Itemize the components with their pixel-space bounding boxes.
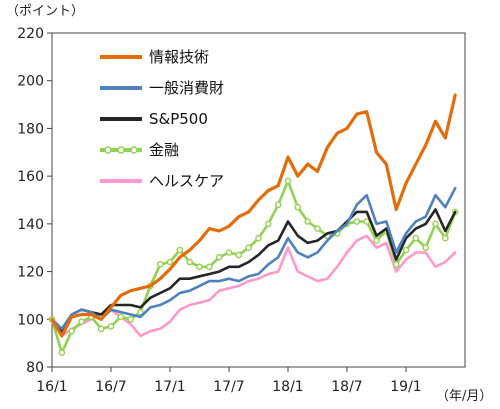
legend-label: S&P500 [149,110,208,128]
data-point [176,246,184,254]
data-point [264,220,272,228]
data-point [402,246,410,254]
data-point [166,258,174,266]
data-point [68,327,75,335]
x-tick-label: 18/7 [331,379,362,395]
y-tick-label: 120 [17,265,44,281]
data-point [441,234,449,242]
data-point [422,244,430,251]
data-point [304,218,312,225]
y-axis-ticks: 80 100 120 140 160 180 200 220 [17,26,52,376]
data-point [245,244,252,251]
data-point [137,308,144,316]
data-point [432,220,439,228]
legend-item: 金融 [100,141,179,159]
data-point [284,177,292,185]
x-tick-label: 18/1 [272,379,303,395]
data-point [127,315,134,323]
data-point [392,261,400,268]
y-axis-unit-label: （ポイント） [6,4,84,19]
data-point [274,201,282,209]
data-point [255,234,262,242]
series-line [50,186,457,331]
legend-item: 情報技術 [100,48,209,66]
x-tick-label: 17/1 [154,379,185,395]
series-2 [50,208,457,333]
x-tick-label: 16/7 [95,379,126,395]
data-point [235,251,243,259]
x-axis-ticks: 16/1 16/7 17/1 17/7 18/1 18/7 19/1 [36,367,422,395]
x-tick-label: 17/7 [213,379,244,395]
data-point [314,225,321,232]
legend-label: 金融 [149,141,179,159]
y-tick-label: 220 [17,26,44,42]
legend-item: S&P500 [100,110,208,128]
data-point [156,261,164,268]
series-layer [48,93,459,357]
x-axis-unit-label: （年/月） [436,389,492,404]
y-tick-label: 200 [17,74,44,90]
legend-item: 一般消費財 [100,79,224,97]
legend-marker [117,146,125,154]
series-1 [50,186,457,331]
data-point [58,349,66,357]
legend-marker [104,146,112,154]
data-point [225,249,233,256]
series-line [50,208,457,333]
data-point [373,237,380,244]
data-point [205,263,213,271]
series-line [50,93,457,338]
series-0 [50,93,457,338]
legend-label: 情報技術 [149,48,209,66]
data-point [215,253,223,261]
legend-label: 一般消費財 [149,79,224,97]
legend-item: ヘルスケア [100,172,224,190]
data-point [353,218,361,225]
data-point [186,258,193,266]
y-tick-label: 80 [26,360,44,376]
x-tick-label: 19/1 [390,379,421,395]
y-tick-label: 160 [17,169,44,185]
data-point [78,318,85,326]
y-tick-label: 180 [17,121,44,137]
data-point [107,323,115,330]
data-point [412,234,420,242]
y-tick-label: 140 [17,217,44,233]
plot-frame [51,32,466,368]
data-point [196,263,203,271]
data-point [117,313,125,321]
legend-marker [130,146,138,154]
data-point [97,325,105,333]
legend-label: ヘルスケア [149,172,224,190]
x-tick-label: 16/1 [36,379,67,395]
data-point [294,203,302,211]
y-tick-label: 100 [17,312,44,328]
